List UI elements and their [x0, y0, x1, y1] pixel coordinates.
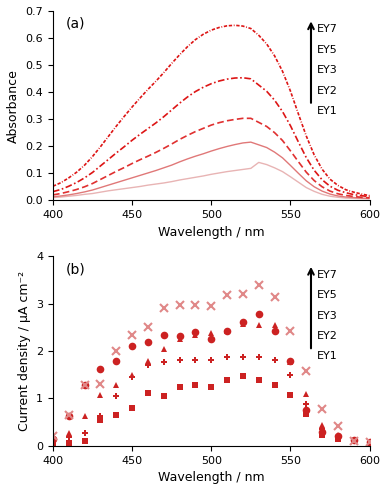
- Text: (a): (a): [66, 17, 85, 30]
- Text: EY1: EY1: [317, 106, 338, 116]
- Text: EY7: EY7: [317, 270, 338, 280]
- Text: EY3: EY3: [317, 65, 338, 75]
- Text: EY5: EY5: [317, 45, 338, 55]
- Text: EY2: EY2: [317, 85, 338, 96]
- Text: EY7: EY7: [317, 24, 338, 34]
- X-axis label: Wavelength / nm: Wavelength / nm: [158, 225, 265, 239]
- Y-axis label: Absorbance: Absorbance: [7, 69, 20, 142]
- X-axis label: Wavelength / nm: Wavelength / nm: [158, 471, 265, 484]
- Text: EY3: EY3: [317, 311, 338, 321]
- Text: EY2: EY2: [317, 331, 338, 341]
- Text: EY1: EY1: [317, 352, 338, 361]
- Y-axis label: Current density / μA cm⁻²: Current density / μA cm⁻²: [17, 271, 31, 431]
- Text: EY5: EY5: [317, 290, 338, 300]
- Text: (b): (b): [66, 262, 86, 276]
